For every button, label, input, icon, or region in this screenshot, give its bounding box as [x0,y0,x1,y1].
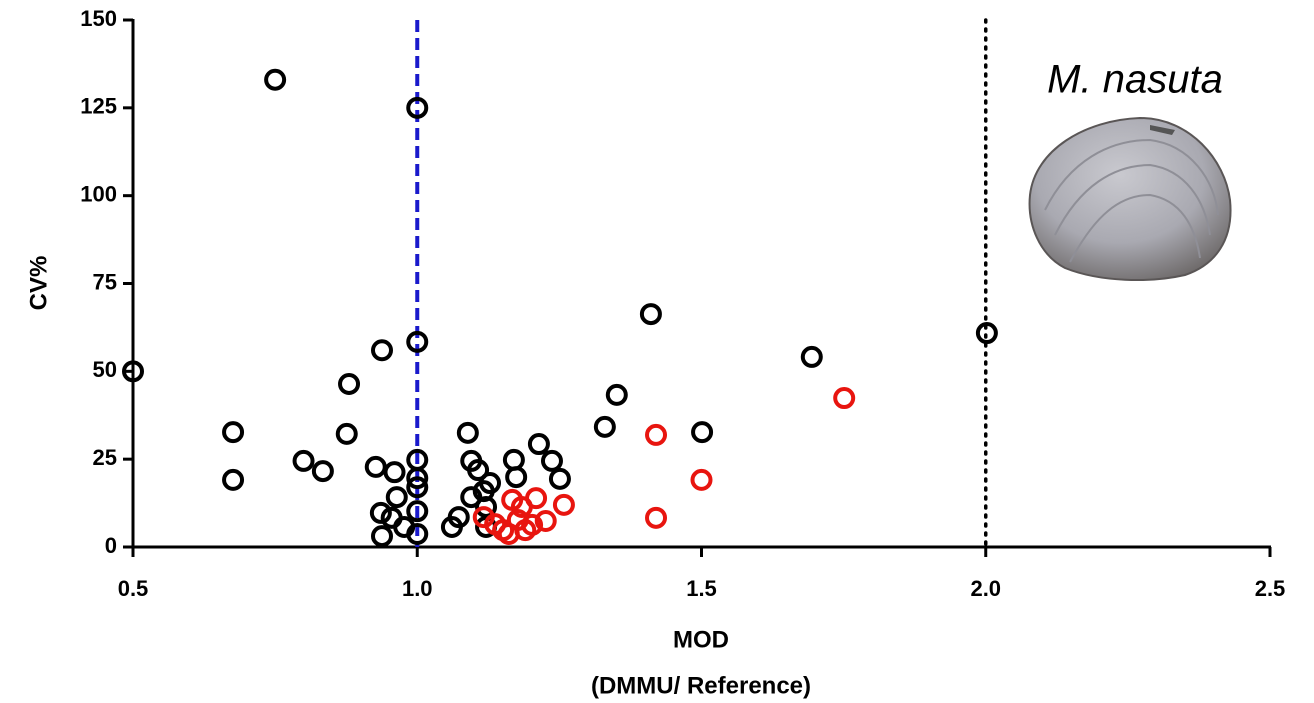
point [833,387,856,410]
point [548,467,571,490]
point [406,523,429,546]
point [456,421,479,444]
y-tick-label: 100 [80,181,117,206]
point [385,486,408,509]
x-tick-label: 1.5 [686,576,717,601]
point [335,422,358,445]
point [593,415,616,438]
y-axis-label: CV% [25,256,52,311]
point [605,383,628,406]
point [369,501,392,524]
y-tick-label: 125 [80,94,117,119]
point [447,506,470,529]
point [527,433,550,456]
point [292,449,315,472]
point [364,455,387,478]
x-tick-label: 1.0 [402,576,433,601]
x-tick-label: 2.0 [970,576,1001,601]
y-tick-label: 50 [93,357,117,382]
point [534,510,557,533]
shell-image [1028,116,1232,282]
x-tick-label: 2.5 [1255,576,1286,601]
point [371,339,394,362]
point [645,506,668,529]
point [406,96,429,119]
x-tick-label: 0.5 [118,576,149,601]
point [800,345,823,368]
point [406,476,429,499]
point [505,466,528,489]
y-tick-label: 0 [105,533,117,558]
y-tick-label: 75 [93,269,117,294]
point [371,525,394,548]
point [406,330,429,353]
point [691,421,714,444]
point [122,360,144,383]
point [540,449,563,472]
point [639,303,662,326]
point [406,500,429,523]
point [264,68,287,91]
point [484,513,507,536]
x-axis-label: MOD [673,626,729,653]
point [502,448,525,471]
point [460,486,483,509]
point [690,468,713,491]
point [406,467,429,490]
x-axis-label: (DMMU/ Reference) [591,672,811,699]
y-tick-label: 150 [80,6,117,31]
point [510,495,533,518]
point [467,459,490,482]
y-tick-label: 25 [93,445,117,470]
point [383,461,406,484]
annotation: M. nasuta [1047,58,1223,102]
point [475,495,498,518]
point [222,421,245,444]
point [645,423,668,446]
point [222,468,245,491]
point [338,372,361,395]
point [975,322,998,345]
point [311,460,334,483]
point [552,493,575,516]
